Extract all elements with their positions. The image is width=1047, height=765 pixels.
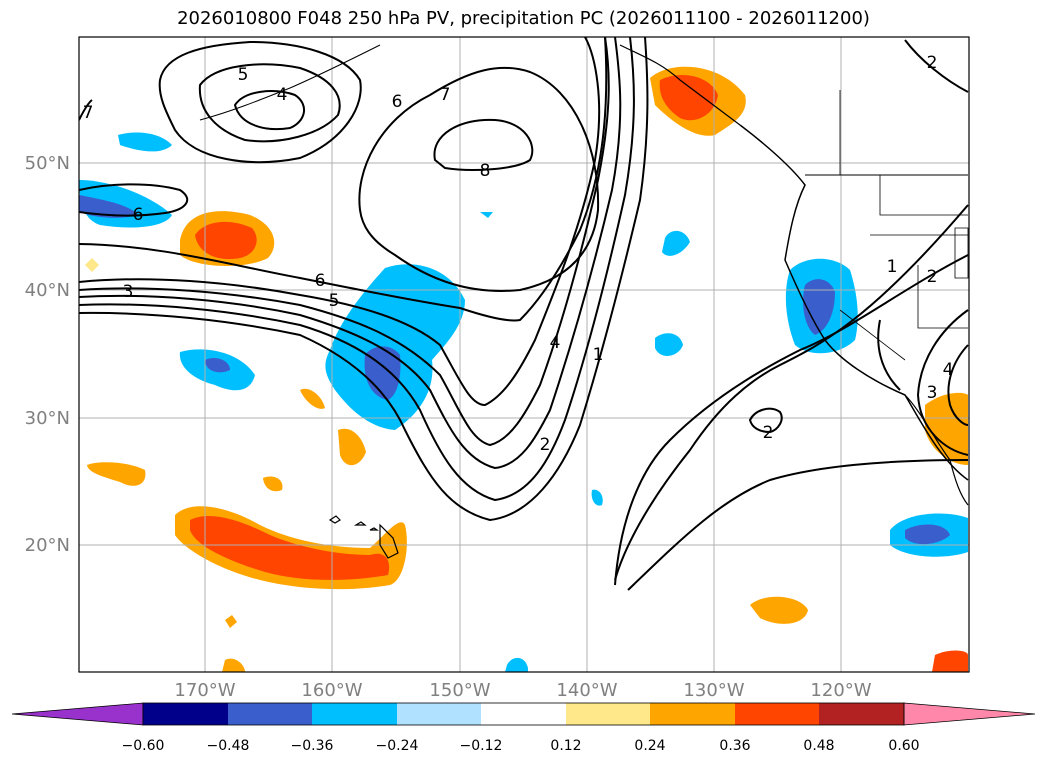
- lon-label: 140°W: [556, 680, 617, 701]
- colorbar: −0.60 −0.48 −0.36 −0.24 −0.12 0.12 0.24 …: [11, 702, 1036, 754]
- map-gridlines: [79, 37, 969, 672]
- colorbar-tick: −0.24: [376, 738, 419, 754]
- contour-label: 2: [927, 267, 938, 287]
- colorbar-tick: 0.60: [888, 738, 919, 754]
- colorbar-tick: 0.48: [803, 738, 834, 754]
- map-title: 2026010800 F048 250 hPa PV, precipitatio…: [177, 8, 870, 29]
- colorbar-tick: 0.24: [634, 738, 665, 754]
- contour-label: 7: [440, 85, 451, 105]
- contour-label: 6: [392, 92, 403, 112]
- colorbar-segment: [143, 703, 228, 725]
- lat-label: 20°N: [25, 535, 70, 556]
- contour-label: 1: [593, 345, 604, 365]
- contour-label: 4: [943, 360, 954, 380]
- contour-label: 4: [550, 333, 561, 353]
- contour-label: 8: [480, 161, 491, 181]
- contour-label: 4: [277, 85, 288, 105]
- pv-contour-labels: 5 4 6 7 8 6 3 6 5 4 1 2 2 1 2 2 4 3 7: [83, 53, 954, 455]
- longitude-labels: 170°W 160°W 150°W 140°W 130°W 120°W: [174, 680, 871, 701]
- colorbar-frame: [142, 702, 905, 726]
- contour-label: 2: [540, 435, 551, 455]
- colorbar-segment: [481, 703, 566, 725]
- colorbar-segment: [312, 703, 397, 725]
- colorbar-segment: [566, 703, 650, 725]
- colorbar-segment: [650, 703, 735, 725]
- contour-label: 6: [315, 271, 326, 291]
- colorbar-segment: [735, 703, 819, 725]
- lon-label: 170°W: [174, 680, 235, 701]
- colorbar-under-extension: [11, 702, 144, 726]
- colorbar-segment: [228, 703, 312, 725]
- contour-label: 7: [83, 103, 94, 123]
- plot-frame: [78, 36, 970, 673]
- colorbar-over-extension: [903, 702, 1036, 726]
- contour-label: 5: [329, 291, 340, 311]
- colorbar-tick: −0.60: [122, 738, 165, 754]
- colorbar-tick: −0.48: [207, 738, 250, 754]
- lon-label: 130°W: [683, 680, 744, 701]
- contour-label: 2: [763, 423, 774, 443]
- lon-label: 150°W: [429, 680, 490, 701]
- precip-shading: [79, 66, 968, 672]
- latitude-labels: 50°N 40°N 30°N 20°N: [25, 153, 70, 556]
- contour-label: 2: [927, 53, 938, 73]
- colorbar-tick: −0.36: [291, 738, 334, 754]
- colorbar-tick: 0.36: [719, 738, 750, 754]
- colorbar-segment: [397, 703, 481, 725]
- lat-label: 30°N: [25, 408, 70, 429]
- pv-contours: [79, 37, 969, 591]
- contour-label: 6: [133, 205, 144, 225]
- lat-label: 40°N: [25, 280, 70, 301]
- lat-label: 50°N: [25, 153, 70, 174]
- contour-label: 3: [927, 383, 938, 403]
- colorbar-tick: 0.12: [550, 738, 581, 754]
- contour-label: 3: [123, 282, 134, 302]
- lon-label: 160°W: [301, 680, 362, 701]
- contour-label: 5: [238, 65, 249, 85]
- lon-label: 120°W: [810, 680, 871, 701]
- contour-label: 1: [887, 257, 898, 277]
- colorbar-segment: [819, 703, 904, 725]
- colorbar-tick: −0.12: [460, 738, 503, 754]
